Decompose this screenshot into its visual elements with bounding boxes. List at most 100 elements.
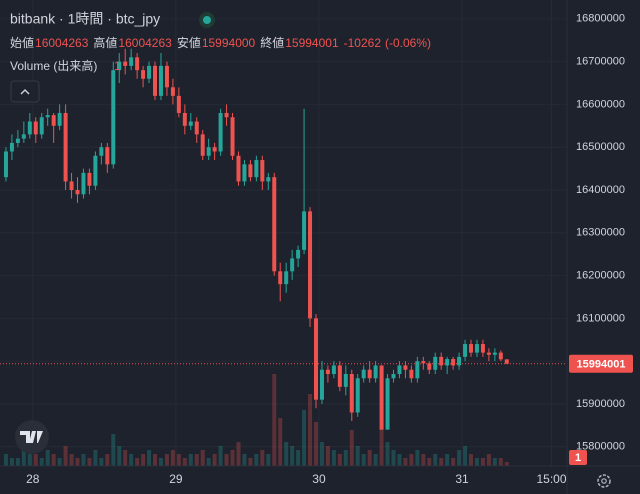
candle-body [319,369,324,400]
candle-body [290,258,295,272]
candle-body [457,356,462,366]
y-tick-label: 16200000 [576,269,625,281]
volume-bar [33,454,38,466]
candle-body [170,87,175,96]
volume-bar [254,454,259,466]
logo-mark [20,431,43,443]
candle-body [254,160,259,178]
candle-body [486,352,491,355]
candle-body [379,365,384,430]
candle-body [266,177,271,182]
volume-bar [457,450,462,466]
grid [0,0,567,466]
volume-bar [379,426,384,466]
volume-bar [170,450,175,466]
button-frame[interactable] [10,80,40,103]
volume-bar [69,454,74,466]
volume-bar [403,458,408,466]
candle-body [194,121,199,135]
candle-body [206,147,211,156]
settings-button[interactable] [597,474,611,488]
candle-body [480,344,485,353]
candle-body [99,147,104,156]
volume-bar [421,454,426,466]
tv-logo[interactable] [15,420,49,454]
candle-body [105,147,110,165]
volume-bar [433,454,438,466]
candle-body [296,249,301,259]
volume-bar [397,454,402,466]
volume-bar [135,458,140,466]
x-tick-label: 30 [312,472,326,486]
gear-center [601,478,607,484]
volume-bar [206,458,211,466]
volume-bar [278,418,283,466]
volume-bar [236,442,241,466]
candle-body [93,155,98,186]
volume-pane [3,374,509,466]
candle-body [278,271,283,285]
volume-bar [15,458,20,466]
volume-bar [21,450,26,466]
candle-body [87,172,92,186]
volume-bar [355,446,360,466]
gear-icon[interactable] [597,474,611,488]
candle-body [51,115,56,126]
candle-body [57,112,62,126]
volume-title: Volume (出来高) [10,58,97,73]
volume-bar [272,374,277,466]
volume-bar [451,458,456,466]
candle-body [141,70,146,79]
volume-bar [260,450,265,466]
legend-value: 15994000 [202,36,256,50]
volume-bar [141,454,146,466]
candle-body [63,112,68,182]
volume-bar [296,450,301,466]
volume-bar [105,454,110,466]
volume-bar [343,450,348,466]
volume-bar [63,446,68,466]
candle-body [331,365,336,374]
candle-body [135,57,140,71]
volume-bar [331,450,336,466]
volume-bar [439,458,444,466]
volume-bar [123,450,128,466]
candle-body [123,61,128,66]
legend-value: 16004263 [118,36,172,50]
candle-body [242,164,247,182]
candle-body [313,318,318,400]
candle-body [69,181,74,190]
volume-bar [302,410,307,466]
candle-body [147,65,152,79]
candle-body [153,65,158,96]
candle-body [21,134,26,139]
candle-body [492,352,497,355]
volume-bar [230,450,235,466]
candle-body [403,365,408,370]
candle-body [272,177,277,272]
volume-bar [469,454,474,466]
volume-bar [319,442,324,466]
volume-bar [373,454,378,466]
candle-body [218,112,223,152]
candle-body [451,359,456,366]
candle-body [39,117,44,135]
candle-body [182,112,187,126]
candle-body [158,65,163,96]
candle-body [81,172,86,195]
candle-body [3,151,8,178]
volume-bar [409,454,414,466]
candle-body [15,138,20,143]
legend-change: -10262 [344,36,382,50]
volume-bar [290,446,295,466]
volume-tag-label: 1 [575,452,581,464]
candle-body [325,369,330,374]
candle-body [129,57,134,66]
volume-bar [242,454,247,466]
collapse-button[interactable] [10,80,40,103]
candle-body [111,70,116,165]
candle-body [260,160,265,182]
volume-bar [284,442,289,466]
